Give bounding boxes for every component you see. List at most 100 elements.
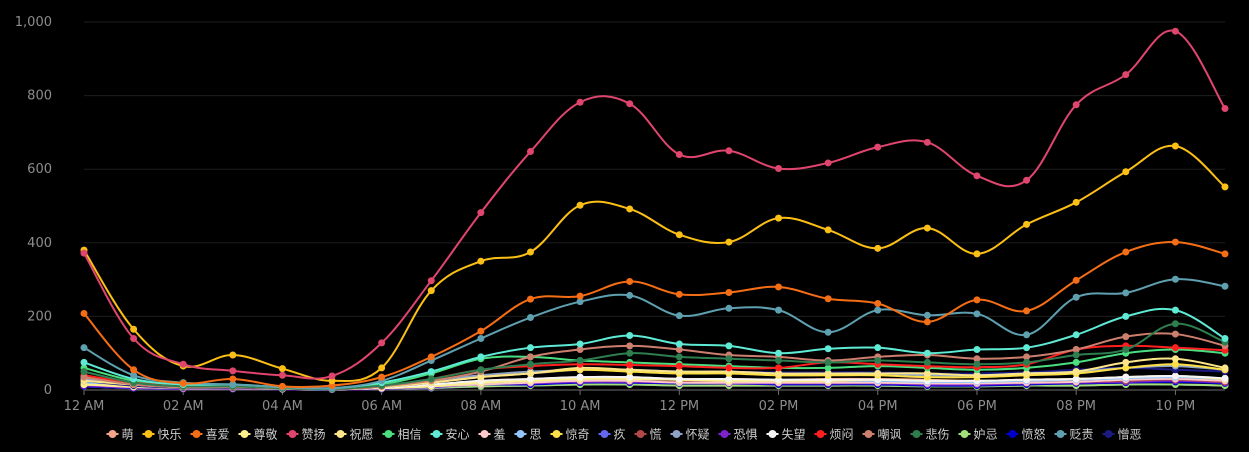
data-point[interactable] (874, 306, 882, 314)
data-point[interactable] (1023, 307, 1031, 315)
data-point[interactable] (477, 327, 485, 335)
data-point[interactable] (1171, 142, 1179, 150)
legend-item[interactable]: 烦闷 (814, 427, 854, 442)
data-point[interactable] (576, 298, 584, 306)
data-point[interactable] (775, 349, 783, 357)
data-point[interactable] (179, 360, 187, 368)
data-point[interactable] (973, 355, 981, 363)
legend-item[interactable]: 嘲讽 (862, 428, 902, 442)
data-point[interactable] (973, 250, 981, 258)
data-point[interactable] (526, 148, 534, 156)
data-point[interactable] (973, 346, 981, 354)
data-point[interactable] (1122, 373, 1130, 381)
data-point[interactable] (824, 369, 832, 377)
data-point[interactable] (675, 368, 683, 376)
data-point[interactable] (626, 361, 634, 369)
data-point[interactable] (1072, 198, 1080, 206)
legend-item[interactable]: 妒忌 (958, 428, 998, 442)
data-point[interactable] (725, 355, 733, 363)
data-point[interactable] (973, 360, 981, 368)
data-point[interactable] (1122, 71, 1130, 79)
data-point[interactable] (179, 379, 187, 387)
data-point[interactable] (1122, 289, 1130, 297)
data-point[interactable] (130, 325, 138, 333)
data-point[interactable] (1023, 353, 1031, 361)
data-point[interactable] (477, 353, 485, 361)
data-point[interactable] (328, 382, 336, 390)
data-point[interactable] (775, 364, 783, 372)
data-point[interactable] (1221, 282, 1229, 290)
legend-item[interactable]: 惊奇 (550, 427, 590, 442)
data-point[interactable] (626, 332, 634, 340)
data-point[interactable] (824, 364, 832, 372)
data-point[interactable] (1171, 372, 1179, 380)
data-point[interactable] (526, 369, 534, 377)
data-point[interactable] (923, 349, 931, 357)
data-point[interactable] (576, 373, 584, 381)
data-point[interactable] (923, 369, 931, 377)
legend-item[interactable]: 快乐 (142, 428, 182, 442)
data-point[interactable] (278, 371, 286, 379)
data-point[interactable] (477, 366, 485, 374)
legend-item[interactable]: 羞 (478, 427, 506, 442)
data-point[interactable] (973, 172, 981, 180)
data-point[interactable] (973, 371, 981, 379)
series-line[interactable] (83, 29, 1226, 380)
data-point[interactable] (1171, 238, 1179, 246)
data-point[interactable] (278, 382, 286, 390)
data-point[interactable] (725, 147, 733, 155)
data-point[interactable] (80, 309, 88, 317)
data-point[interactable] (725, 304, 733, 312)
data-point[interactable] (923, 138, 931, 146)
data-point[interactable] (1023, 358, 1031, 366)
data-point[interactable] (775, 306, 783, 314)
data-point[interactable] (526, 295, 534, 303)
data-point[interactable] (526, 353, 534, 361)
data-point[interactable] (526, 375, 534, 383)
data-point[interactable] (725, 364, 733, 372)
data-point[interactable] (725, 238, 733, 246)
data-point[interactable] (1122, 358, 1130, 366)
series-3[interactable] (80, 238, 1229, 390)
data-point[interactable] (675, 346, 683, 354)
data-point[interactable] (725, 375, 733, 383)
series-2[interactable] (80, 142, 1229, 385)
data-point[interactable] (1122, 346, 1130, 354)
data-point[interactable] (923, 224, 931, 232)
data-point[interactable] (378, 339, 386, 347)
data-point[interactable] (477, 257, 485, 265)
series-line[interactable] (83, 144, 1226, 383)
data-point[interactable] (874, 357, 882, 365)
data-point[interactable] (1171, 330, 1179, 338)
data-point[interactable] (626, 342, 634, 350)
legend-item[interactable]: 萌 (106, 428, 134, 442)
data-point[interactable] (725, 288, 733, 296)
data-point[interactable] (874, 344, 882, 352)
data-point[interactable] (874, 369, 882, 377)
data-point[interactable] (1122, 248, 1130, 256)
data-point[interactable] (427, 368, 435, 376)
data-point[interactable] (1221, 183, 1229, 191)
data-point[interactable] (874, 300, 882, 308)
series-8[interactable] (80, 306, 1229, 392)
data-point[interactable] (229, 351, 237, 359)
legend-item[interactable]: 思 (514, 428, 542, 442)
data-point[interactable] (626, 100, 634, 108)
data-point[interactable] (874, 244, 882, 252)
data-point[interactable] (824, 358, 832, 366)
data-point[interactable] (626, 373, 634, 381)
legend-item[interactable]: 安心 (430, 427, 470, 442)
data-point[interactable] (278, 365, 286, 373)
data-point[interactable] (526, 248, 534, 256)
data-point[interactable] (427, 287, 435, 295)
legend-item[interactable]: 尊敬 (238, 427, 278, 442)
data-point[interactable] (1122, 168, 1130, 176)
data-point[interactable] (824, 159, 832, 167)
data-point[interactable] (675, 375, 683, 383)
data-point[interactable] (80, 358, 88, 366)
data-point[interactable] (775, 369, 783, 377)
data-point[interactable] (824, 328, 832, 336)
data-point[interactable] (675, 340, 683, 348)
data-point[interactable] (874, 143, 882, 151)
legend-item[interactable]: 赞扬 (286, 427, 326, 442)
